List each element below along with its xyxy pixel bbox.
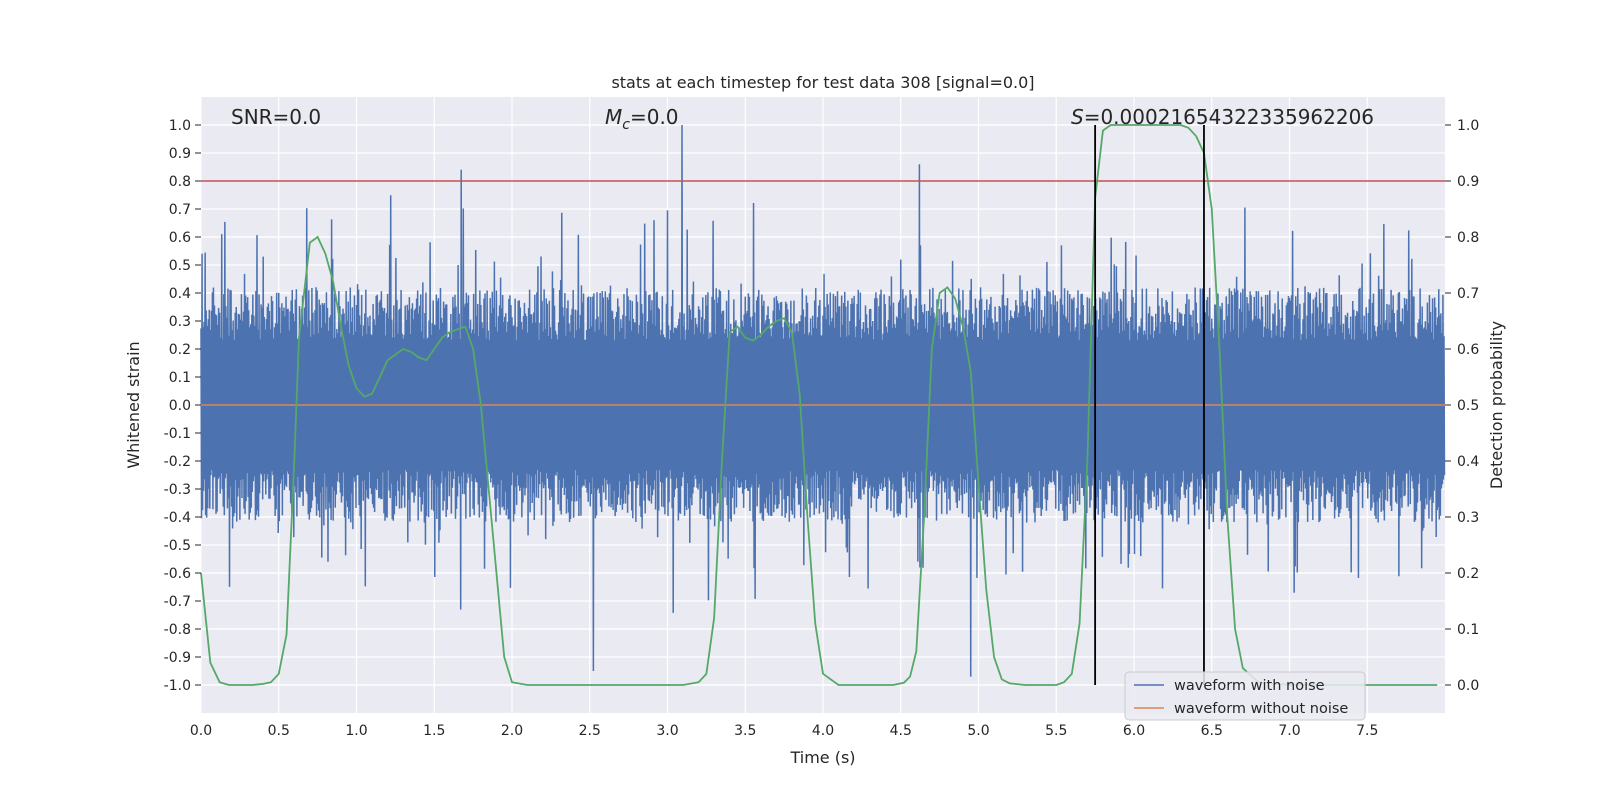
chart-title: stats at each timestep for test data 308… xyxy=(611,73,1034,92)
y-tick-label-left: -0.3 xyxy=(164,482,191,498)
x-tick-label: 7.0 xyxy=(1278,723,1300,739)
x-tick-label: 6.5 xyxy=(1201,723,1223,739)
axes: 0.0 0.5 1.0 1.5 2.0 2.5 3.0 3.5 4.0 4.5 5.0 5.5 6.0 6… xyxy=(164,118,1480,739)
y-tick-label-left: -0.1 xyxy=(164,426,191,442)
x-axis-label: Time (s) xyxy=(789,748,855,767)
y-tick-label-left: -0.5 xyxy=(164,538,191,554)
x-tick-label: 6.0 xyxy=(1123,723,1145,739)
annotation-chirp-mass: Mc=0.0 xyxy=(605,105,679,133)
legend-box xyxy=(1124,671,1366,721)
y-tick-label-right: 1.0 xyxy=(1457,118,1479,134)
y-tick-label-left: -0.9 xyxy=(164,650,191,666)
x-tick-label: 7.5 xyxy=(1356,723,1378,739)
x-tick-label: 2.0 xyxy=(501,723,523,739)
y-tick-label-left: -0.4 xyxy=(164,510,191,526)
x-tick-label: 0.0 xyxy=(190,723,212,739)
y-tick-label-left: 0.1 xyxy=(169,370,191,386)
y-tick-label-left: 0.2 xyxy=(169,342,191,358)
y-axis-label-right: Detection probability xyxy=(1487,321,1506,489)
x-tick-label: 2.5 xyxy=(579,723,601,739)
x-tick-label: 1.5 xyxy=(423,723,445,739)
x-tick-label: 3.0 xyxy=(656,723,678,739)
y-tick-label-left: -0.8 xyxy=(164,622,191,638)
legend: waveform with noise waveform without noi… xyxy=(1124,671,1366,721)
line-waveform-with-noise xyxy=(200,124,1446,677)
y-tick-label-left: -0.7 xyxy=(164,594,191,610)
y-tick-label-left: -0.2 xyxy=(164,454,191,470)
y-axis-label-left: Whitened strain xyxy=(124,341,143,468)
x-tick-label: 5.0 xyxy=(967,723,989,739)
y-tick-label-left: 0.8 xyxy=(169,174,191,190)
annotation-snr: SNR=0.0 xyxy=(231,105,321,129)
y-tick-label-right: 0.7 xyxy=(1457,286,1479,302)
legend-label-with-noise: waveform with noise xyxy=(1174,678,1325,694)
y-tick-label-left: -0.6 xyxy=(164,566,191,582)
y-tick-label-left: 0.9 xyxy=(169,146,191,162)
y-tick-label-right: 0.9 xyxy=(1457,174,1479,190)
annotation-mc-value: =0.0 xyxy=(630,105,679,129)
x-tick-label: 5.5 xyxy=(1045,723,1067,739)
y-tick-label-right: 0.3 xyxy=(1457,510,1479,526)
y-tick-label-left: 1.0 xyxy=(169,118,191,134)
y-tick-label-left: 0.3 xyxy=(169,314,191,330)
annotation-s-symbol: S xyxy=(1071,105,1084,129)
y-tick-label-left: 0.4 xyxy=(169,286,191,302)
y-tick-label-right: 0.2 xyxy=(1457,566,1479,582)
annotation-mc-symbol: M xyxy=(605,105,622,129)
y-tick-label-right: 0.6 xyxy=(1457,342,1479,358)
y-tick-label-right: 0.1 xyxy=(1457,622,1479,638)
series-detection-probability xyxy=(200,124,1438,686)
y-tick-label-left: 0.0 xyxy=(169,398,191,414)
y-tick-label-right: 0.8 xyxy=(1457,230,1479,246)
y-tick-label-left: 0.5 xyxy=(169,258,191,274)
x-tick-label: 0.5 xyxy=(268,723,290,739)
y-tick-label-right: 0.0 xyxy=(1457,678,1479,694)
x-tick-label: 3.5 xyxy=(734,723,756,739)
y-tick-label-left: 0.6 xyxy=(169,230,191,246)
annotation-s-value: =0.00021654322335962206 xyxy=(1084,105,1374,129)
annotation-s-statistic: S=0.00021654322335962206 xyxy=(1071,105,1374,129)
legend-label-without-noise: waveform without noise xyxy=(1174,701,1348,717)
y-tick-label-right: 0.5 xyxy=(1457,398,1479,414)
y-tick-label-left: 0.7 xyxy=(169,202,191,218)
x-tick-label: 1.0 xyxy=(345,723,367,739)
line-detection-probability xyxy=(200,124,1438,686)
x-tick-label: 4.0 xyxy=(812,723,834,739)
x-tick-label: 4.5 xyxy=(890,723,912,739)
series-waveform-with-noise xyxy=(200,124,1446,677)
annotation-mc-subscript: c xyxy=(622,117,630,133)
vertical-markers xyxy=(1094,125,1205,685)
y-tick-label-left: -1.0 xyxy=(164,678,191,694)
y-tick-label-right: 0.4 xyxy=(1457,454,1479,470)
